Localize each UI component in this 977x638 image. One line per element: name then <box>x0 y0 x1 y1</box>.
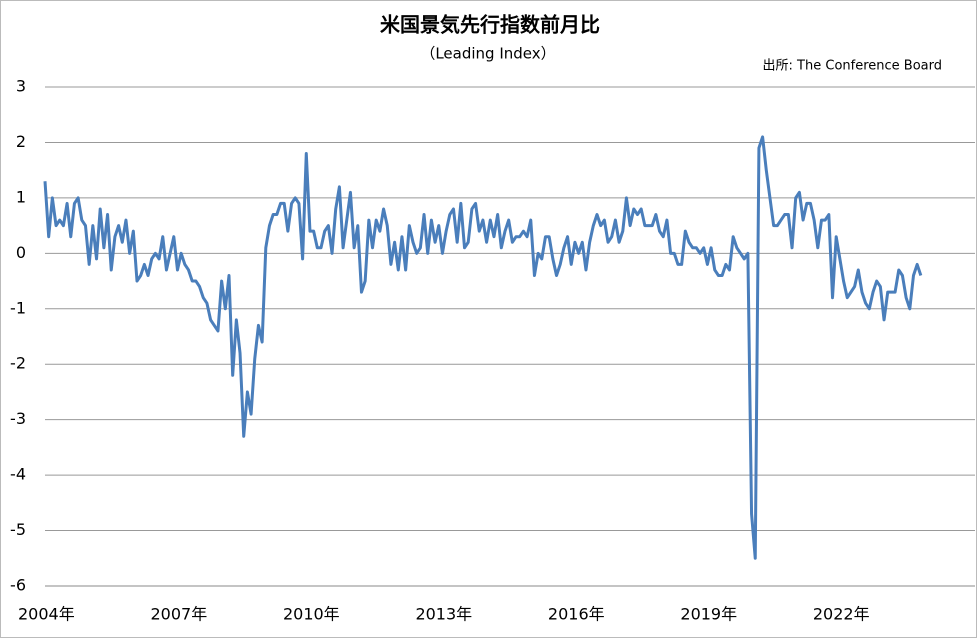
y-tick-label: -1 <box>10 298 26 317</box>
data-line <box>43 135 923 560</box>
x-tick-label: 2019年 <box>680 605 737 624</box>
x-tick-label: 2013年 <box>415 605 472 624</box>
x-tick-label: 2007年 <box>150 605 207 624</box>
y-tick-label: -5 <box>10 520 26 539</box>
y-tick-label: -6 <box>10 576 26 595</box>
x-tick-label: 2004年 <box>18 605 75 624</box>
y-tick-label: -4 <box>10 465 26 484</box>
x-tick-label: 2016年 <box>548 605 605 624</box>
y-tick-label: -3 <box>10 409 26 428</box>
chart-subtitle: （Leading Index） <box>420 45 555 63</box>
chart-title: 米国景気先行指数前月比 <box>380 13 600 37</box>
y-tick-label: 2 <box>16 132 26 151</box>
y-tick-label: 3 <box>16 77 26 96</box>
y-tick-label: 0 <box>16 243 26 262</box>
x-tick-label: 2022年 <box>813 605 870 624</box>
source-note: 出所: The Conference Board <box>763 59 942 74</box>
y-tick-label: 1 <box>16 187 26 206</box>
y-tick-label: -2 <box>10 354 26 373</box>
x-tick-label: 2010年 <box>283 605 340 624</box>
